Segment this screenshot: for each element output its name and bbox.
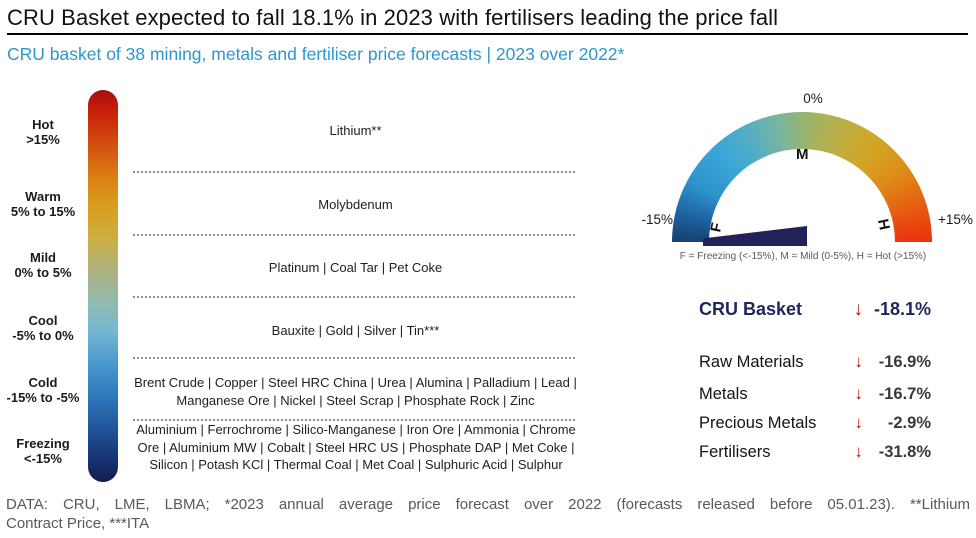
gauge-zero-label: 0% (803, 91, 823, 106)
summary-row-precious-metals: Precious Metals ↓ -2.9% (699, 413, 931, 433)
down-arrow-icon: ↓ (854, 442, 864, 461)
footer-line-2: Contract Price, ***ITA (6, 514, 150, 532)
summary-value: -31.8% (878, 443, 931, 461)
scale-label-freezing: Freezing <-15% (0, 436, 86, 466)
scale-label-name: Cold (28, 375, 58, 390)
gauge-caption: F = Freezing (<-15%), M = Mild (0-5%), H… (679, 251, 927, 262)
scale-label-warm: Warm 5% to 15% (0, 189, 86, 219)
zone-items-hot: Lithium** (329, 123, 382, 138)
zone-items-cool: Bauxite | Gold | Silver | Tin*** (271, 323, 440, 338)
summary-label: Precious Metals (699, 414, 817, 432)
summary-value: -18.1% (873, 299, 931, 319)
summary-row-metals: Metals ↓ -16.7% (699, 384, 931, 404)
summary-label: CRU Basket (699, 299, 803, 319)
scale-label-range: -5% to 0% (12, 328, 74, 343)
scale-label-range: 5% to 15% (10, 204, 76, 219)
scale-label-name: Warm (25, 189, 61, 204)
zone-items-warm: Molybdenum (318, 197, 393, 212)
scale-label-range: <-15% (24, 451, 62, 466)
scale-label-cold: Cold -15% to -5% (0, 375, 86, 405)
scale-label-cool: Cool -5% to 0% (0, 313, 86, 343)
zone-divider (133, 171, 575, 173)
scale-label-name: Cool (28, 313, 58, 328)
gauge-max-label: +15% (938, 212, 973, 227)
down-arrow-icon: ↓ (854, 413, 864, 432)
scale-label-range: >15% (26, 132, 60, 147)
scale-label-name: Hot (32, 117, 54, 132)
zone-divider (133, 296, 575, 298)
thermometer-gradient-bar (88, 90, 118, 482)
data-source-note: DATA: CRU, LME, LBMA; *2023 annual avera… (6, 496, 970, 533)
down-arrow-icon: ↓ (854, 352, 864, 371)
down-arrow-icon: ↓ (853, 299, 864, 320)
scale-label-range: -15% to -5% (6, 390, 80, 405)
title-divider (7, 33, 968, 35)
scale-label-name: Mild (30, 250, 56, 265)
scale-label-hot: Hot >15% (0, 117, 86, 147)
zone-items-freezing: Aluminium | Ferrochrome | Silico-Mangane… (136, 422, 576, 472)
down-arrow-icon: ↓ (854, 384, 864, 403)
summary-value: -16.7% (878, 385, 931, 403)
summary-value: -2.9% (887, 414, 931, 432)
summary-value: -16.9% (878, 353, 931, 371)
zone-items-mild: Platinum | Coal Tar | Pet Coke (268, 260, 443, 275)
gauge-min-label: -15% (641, 212, 673, 227)
summary-row-raw-materials: Raw Materials ↓ -16.9% (699, 352, 931, 372)
zone-divider (133, 419, 575, 421)
page-title: CRU Basket expected to fall 18.1% in 202… (7, 5, 779, 30)
zone-divider (133, 234, 575, 236)
footer-line-1: DATA: CRU, LME, LBMA; *2023 annual avera… (6, 496, 970, 513)
summary-label: Raw Materials (699, 353, 804, 371)
summary-row-fertilisers: Fertilisers ↓ -31.8% (699, 442, 931, 462)
summary-row-cru-basket: CRU Basket ↓ -18.1% (699, 299, 931, 321)
summary-label: Fertilisers (699, 443, 771, 461)
zone-divider (133, 357, 575, 359)
chart-subtitle: CRU basket of 38 mining, metals and fert… (7, 44, 625, 64)
zone-items-cold: Brent Crude | Copper | Steel HRC China |… (134, 375, 577, 408)
scale-label-name: Freezing (16, 436, 70, 451)
gauge-marker-mild: M (796, 146, 809, 163)
summary-label: Metals (699, 385, 748, 403)
scale-label-mild: Mild 0% to 5% (0, 250, 86, 280)
scale-label-range: 0% to 5% (14, 265, 72, 280)
